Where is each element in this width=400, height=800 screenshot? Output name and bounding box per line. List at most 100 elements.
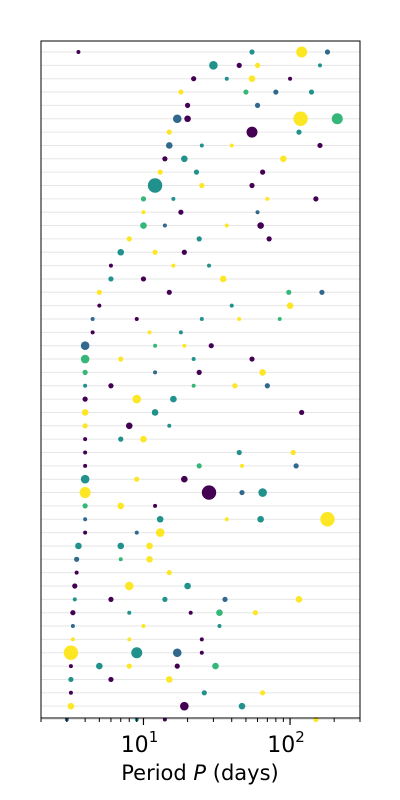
planet-point — [324, 49, 331, 55]
planet-point — [68, 664, 73, 669]
planet-point — [134, 530, 139, 535]
planet-point — [288, 76, 293, 81]
planet-point — [180, 701, 189, 711]
planet-point — [224, 223, 229, 228]
planet-point — [83, 450, 88, 455]
planet-point — [193, 169, 200, 175]
planet-point — [232, 383, 238, 389]
planet-point — [208, 343, 214, 349]
planet-point — [260, 169, 266, 175]
planet-point — [246, 126, 258, 138]
planet-point — [126, 236, 132, 242]
planet-point — [239, 463, 244, 468]
planet-point — [80, 354, 90, 364]
planet-point — [239, 489, 245, 496]
planet-point — [80, 341, 90, 351]
planet-point — [156, 515, 164, 523]
planet-point — [147, 330, 152, 335]
planet-point — [249, 182, 255, 189]
planet-point — [290, 449, 296, 456]
planet-point — [196, 369, 202, 375]
planet-point — [217, 624, 222, 629]
planet-point — [171, 263, 176, 268]
planet-point — [165, 676, 173, 683]
planet-point — [199, 637, 204, 642]
planet-point — [90, 330, 95, 335]
planet-point — [70, 637, 75, 642]
planet-point — [108, 263, 113, 268]
planet-point — [273, 89, 279, 95]
planet-point — [124, 581, 134, 591]
planet-point — [152, 249, 158, 255]
planet-point — [171, 196, 176, 201]
planet-point — [188, 610, 193, 615]
planet-point — [153, 503, 158, 508]
planet-point — [70, 624, 75, 629]
planet-point — [199, 317, 204, 321]
planet-point — [146, 556, 153, 563]
gridlines — [41, 51, 360, 720]
planet-point — [165, 142, 173, 149]
planet-point — [280, 155, 287, 163]
planet-point — [140, 276, 147, 282]
planet-point — [82, 369, 88, 375]
planet-point — [317, 142, 323, 149]
planet-point — [162, 223, 167, 228]
planet-point — [174, 663, 180, 669]
planet-point — [191, 76, 197, 82]
planet-point — [293, 463, 299, 469]
planet-point — [243, 89, 249, 95]
data-points — [63, 46, 343, 723]
planet-point — [96, 289, 102, 295]
planet-point — [207, 263, 212, 268]
planet-point — [140, 222, 147, 229]
planet-point — [118, 436, 124, 442]
planet-point — [67, 702, 75, 710]
planet-point — [68, 676, 74, 683]
x-tick-label: 102 — [267, 728, 305, 758]
planet-point — [131, 647, 143, 659]
planet-point — [259, 369, 266, 376]
planet-point — [286, 302, 294, 309]
planet-point — [166, 289, 172, 295]
planet-point — [75, 542, 82, 550]
planet-point — [258, 488, 267, 497]
planet-point — [153, 370, 158, 375]
planet-point — [146, 542, 153, 550]
planet-point — [80, 474, 90, 484]
planet-point — [74, 556, 80, 562]
planet-point — [83, 463, 88, 468]
planet-point — [296, 129, 302, 135]
planet-point — [70, 610, 76, 616]
planet-point — [147, 178, 163, 193]
planet-point — [162, 156, 168, 162]
planet-point — [178, 330, 183, 335]
planet-point — [162, 596, 168, 602]
planet-point — [236, 449, 242, 456]
planet-point — [254, 62, 261, 68]
planet-point — [229, 143, 234, 148]
planet-point — [212, 662, 219, 670]
planet-point — [295, 596, 303, 603]
planet-point — [166, 570, 172, 576]
planet-point — [181, 249, 187, 255]
planet-point — [222, 596, 228, 602]
planet-point — [191, 383, 196, 388]
planet-point — [254, 102, 261, 108]
planet-point — [199, 182, 205, 189]
planet-point — [248, 75, 256, 82]
planet-point — [72, 597, 77, 602]
planet-point — [140, 435, 147, 443]
planet-point — [264, 383, 270, 389]
x-axis-label: Period P (days) — [121, 761, 278, 785]
planet-point — [117, 248, 125, 256]
planet-point — [219, 275, 227, 283]
planet-point — [117, 502, 125, 510]
planet-point — [317, 63, 322, 68]
planet-point — [72, 583, 78, 589]
planet-point — [81, 409, 89, 416]
planet-point — [170, 395, 177, 403]
planet-point — [83, 383, 88, 388]
planet-point — [255, 210, 260, 215]
